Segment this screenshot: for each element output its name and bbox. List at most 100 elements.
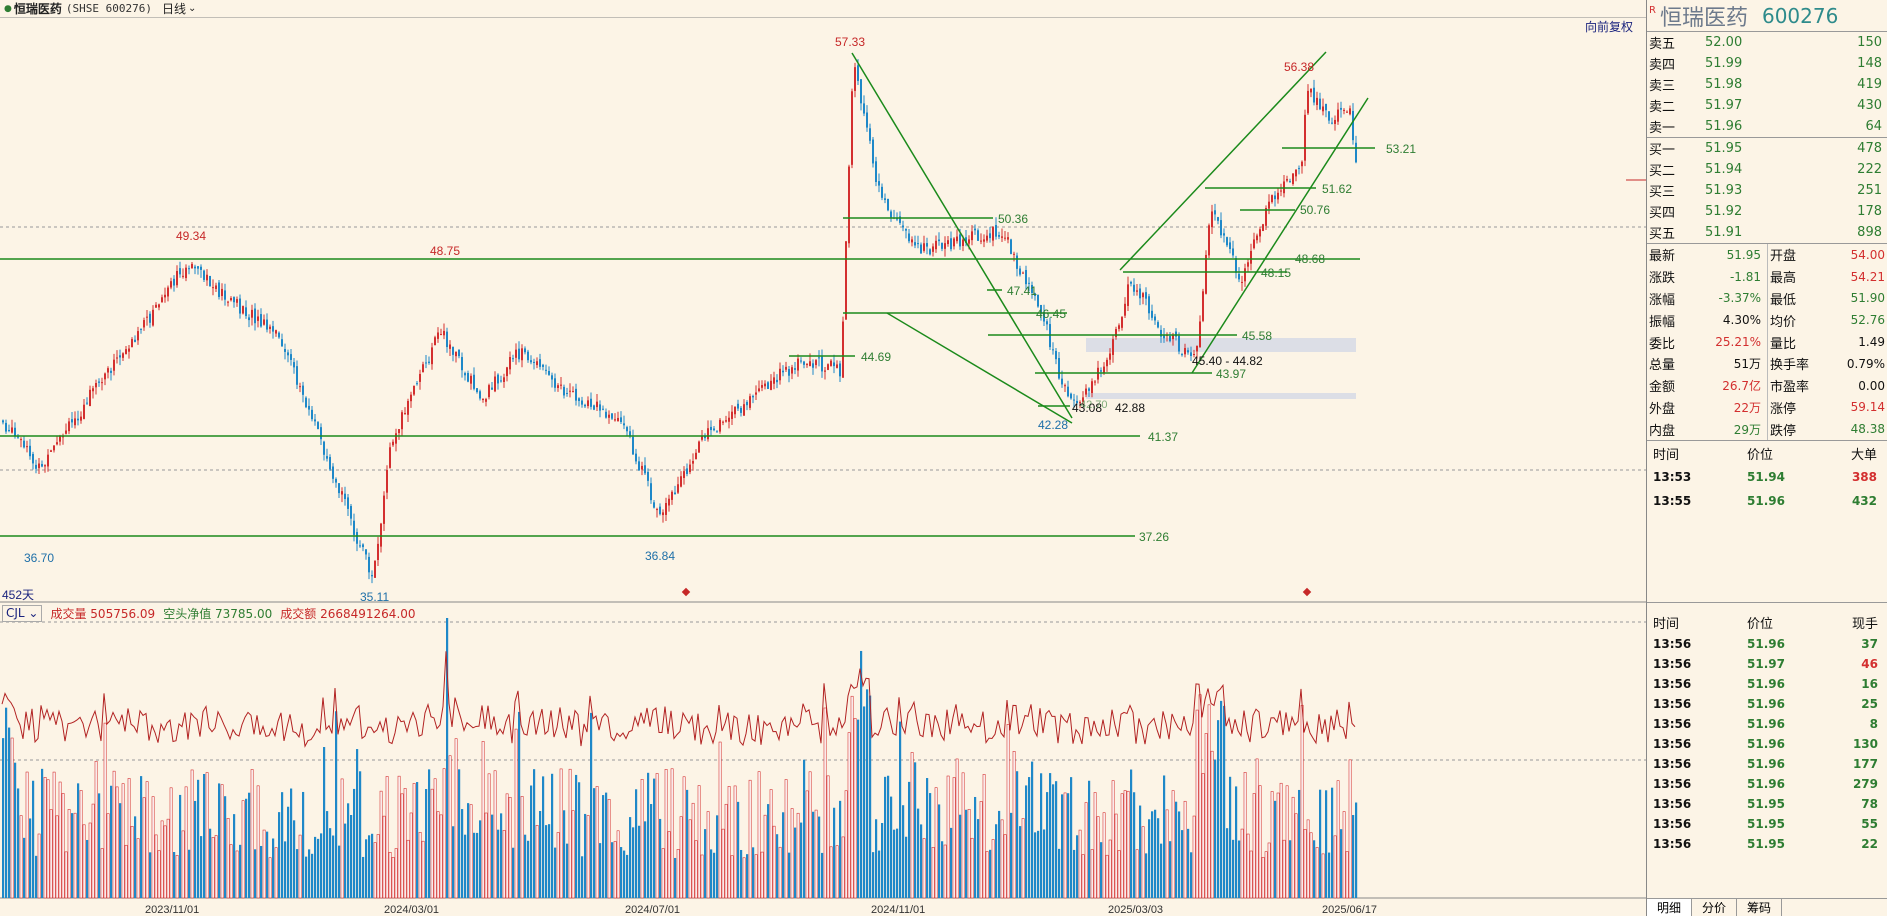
adjust-mode-button[interactable]: 向前复权 (1585, 20, 1634, 34)
volume-bar (794, 827, 797, 898)
tick-row[interactable]: 13:56 51.96 279 (1647, 774, 1887, 794)
volume-bar (479, 820, 482, 898)
tick-row[interactable]: 13:56 51.95 55 (1647, 814, 1887, 834)
big-order-row[interactable]: 13:55 51.96 432 (1647, 489, 1887, 513)
ask-row[interactable]: 卖二 51.97 430 (1647, 95, 1887, 116)
candle-body (1073, 399, 1075, 401)
tab-price-distribution[interactable]: 分价 (1692, 899, 1738, 916)
candle-body (1013, 253, 1015, 255)
volume-bar (340, 778, 344, 899)
trend-channel-upper[interactable] (1119, 51, 1327, 271)
candle-body (554, 378, 556, 388)
stat-item: 跌停 48.38 (1767, 418, 1887, 441)
chevron-down-icon[interactable]: ⌄ (187, 3, 197, 14)
candle-body (356, 532, 358, 544)
row-price: 51.96 (1747, 757, 1785, 771)
volume-bar (688, 819, 692, 899)
row-price: 51.96 (1747, 737, 1785, 751)
candle-body (446, 331, 448, 348)
candle-body (1337, 109, 1339, 122)
tick-row[interactable]: 13:56 51.96 25 (1647, 694, 1887, 714)
candle-body (1277, 192, 1279, 200)
trend-line-down-lower[interactable] (886, 312, 1073, 424)
date-label: 2025/03/03 (1108, 904, 1163, 916)
volume-bar (356, 749, 359, 898)
ask-price: 51.96 (1705, 119, 1743, 134)
volume-bar (1207, 704, 1211, 899)
volume-bar (175, 855, 179, 899)
ask-row[interactable]: 卖一 51.96 64 (1647, 116, 1887, 137)
candle-body (770, 380, 772, 390)
volume-bar (64, 851, 68, 899)
bid-row[interactable]: 买一 51.95 478 (1647, 138, 1887, 159)
volume-bar (98, 793, 101, 898)
candle-body (1127, 284, 1129, 306)
candle-body (857, 65, 859, 81)
bid-row[interactable]: 买三 51.93 251 (1647, 180, 1887, 201)
indicator-selector[interactable]: CJL ⌄ (2, 605, 43, 622)
volume-bar (1319, 789, 1322, 898)
tick-row[interactable]: 13:56 51.95 22 (1647, 834, 1887, 854)
candle-body (443, 330, 445, 336)
candle-body (227, 301, 229, 303)
tick-row[interactable]: 13:56 51.96 8 (1647, 714, 1887, 734)
volume-bar (1021, 818, 1025, 899)
trend-line-down[interactable] (851, 52, 1073, 419)
quote-stock-code: 600276 (1761, 3, 1839, 28)
volume-bar (1100, 842, 1103, 898)
volume-bar (995, 824, 998, 898)
amount-readout: 成交额 2668491264.00 (280, 607, 416, 621)
stat-item: 均价 52.76 (1767, 309, 1887, 332)
candle-body (866, 112, 868, 128)
bid-row[interactable]: 买二 51.94 222 (1647, 159, 1887, 180)
tab-chips[interactable]: 筹码 (1737, 899, 1783, 916)
volume-bar (1003, 834, 1007, 899)
candle-body (758, 388, 760, 392)
event-marker[interactable] (1302, 587, 1312, 597)
volume-bar (1034, 832, 1037, 898)
candle-body (1004, 237, 1006, 239)
volume-bar (584, 813, 587, 898)
volume-bar (493, 770, 497, 899)
bid-row[interactable]: 买四 51.92 178 (1647, 201, 1887, 222)
tick-row[interactable]: 13:56 51.97 46 (1647, 654, 1887, 674)
volume-bar (371, 833, 374, 898)
ask-row[interactable]: 卖五 52.00 150 (1647, 32, 1887, 53)
bid-row[interactable]: 买五 51.91 898 (1647, 222, 1887, 243)
tab-detail[interactable]: 明细 (1647, 899, 1693, 916)
candle-body (584, 404, 586, 407)
stat-value: 51万 (1733, 357, 1761, 372)
tick-row[interactable]: 13:56 51.95 78 (1647, 794, 1887, 814)
net-value-line (1, 651, 1356, 748)
stat-key: 最高 (1770, 271, 1797, 287)
ask-row[interactable]: 卖四 51.99 148 (1647, 53, 1887, 74)
stat-value: 4.30% (1722, 313, 1761, 328)
volume-bar (58, 781, 62, 899)
period-selector[interactable]: 日线 (161, 2, 186, 16)
volume-bar (71, 813, 74, 898)
ask-row[interactable]: 卖三 51.98 419 (1647, 74, 1887, 95)
volume-bar (119, 803, 122, 898)
tick-row[interactable]: 13:56 51.96 177 (1647, 754, 1887, 774)
volume-bar (1046, 792, 1049, 898)
tick-row[interactable]: 13:56 51.96 130 (1647, 734, 1887, 754)
candle-body (1100, 370, 1102, 372)
volume-bars-group (2, 618, 1358, 899)
candle-body (1001, 236, 1003, 238)
volume-bar (1345, 851, 1349, 899)
tick-row[interactable]: 13:56 51.96 16 (1647, 674, 1887, 694)
candle-body (83, 404, 85, 419)
volume-bar (847, 732, 851, 899)
stat-item: 委比 25.21% (1647, 331, 1767, 353)
big-order-row[interactable]: 13:53 51.94 388 (1647, 465, 1887, 489)
candle-body (326, 456, 328, 459)
trend-channel-lower[interactable] (1191, 97, 1369, 374)
volume-bar (571, 810, 575, 899)
event-marker[interactable] (681, 587, 691, 597)
kline-chart[interactable]: 57.33 56.38 49.34 48.75 36.70 35.11 36.8… (0, 0, 1646, 916)
candle-body (422, 364, 424, 373)
stock-name[interactable]: 恒瑞医药 (13, 2, 62, 16)
candle-body (494, 376, 496, 392)
candle-body (887, 198, 889, 211)
tick-row[interactable]: 13:56 51.96 37 (1647, 634, 1887, 654)
